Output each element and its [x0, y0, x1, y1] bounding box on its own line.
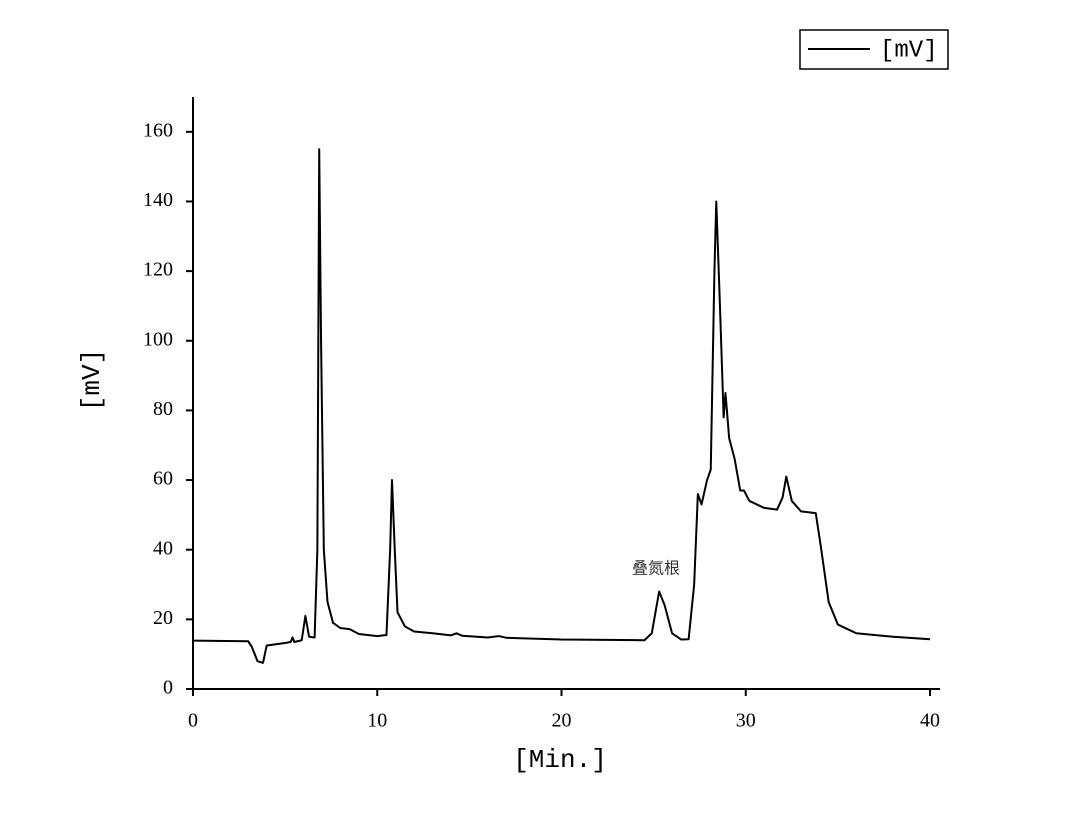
- x-tick-label: 20: [552, 710, 572, 732]
- legend-label: [mV]: [880, 37, 938, 64]
- x-tick-label: 0: [188, 710, 198, 732]
- x-tick-label: 40: [920, 710, 940, 732]
- x-tick-label: 30: [736, 710, 756, 732]
- y-axis-label: [mV]: [77, 349, 107, 411]
- y-tick-label: 140: [143, 189, 173, 211]
- y-tick-label: 120: [143, 259, 173, 281]
- y-tick-label: 40: [153, 537, 173, 559]
- y-tick-label: 80: [153, 398, 173, 420]
- data-line: [192, 148, 931, 664]
- y-tick-label: 160: [143, 119, 173, 141]
- legend-box: [799, 29, 949, 70]
- y-tick-label: 100: [143, 328, 173, 350]
- annotation: 叠氮根: [632, 559, 680, 578]
- y-tick-label: 60: [153, 468, 173, 490]
- x-axis-label: [Min.]: [513, 745, 607, 775]
- y-tick-label: 20: [153, 607, 173, 629]
- x-tick-label: 10: [367, 710, 387, 732]
- y-tick-label: 0: [163, 677, 173, 699]
